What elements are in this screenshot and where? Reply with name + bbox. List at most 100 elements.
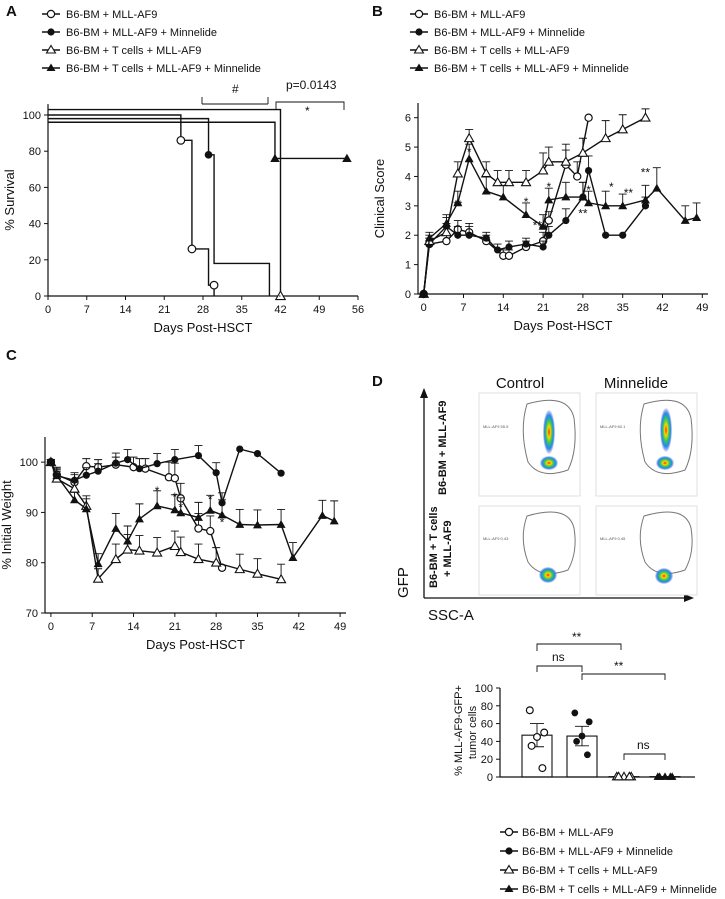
chart-d-ylabel-2: tumor cells xyxy=(467,705,479,759)
chart-c-point xyxy=(171,456,179,464)
chart-c-point xyxy=(133,545,145,555)
legend-b-item-2: B6-BM + MLL-AF9 + Minnelide xyxy=(410,27,585,39)
chart-a-p-bracket xyxy=(275,101,345,110)
chart-c-point xyxy=(170,505,180,514)
flow-col-minnelide: Minnelide xyxy=(604,375,668,392)
legend-a-item-1: B6-BM + MLL-AF9 xyxy=(42,9,157,21)
panel-label-b: B xyxy=(372,3,383,20)
chart-c-point xyxy=(152,501,162,510)
x-tick-label: 35 xyxy=(617,302,629,314)
legend-b-text-2: B6-BM + MLL-AF9 + Minnelide xyxy=(434,27,585,39)
chart-b-point xyxy=(419,289,429,298)
chart-c-point xyxy=(52,471,62,480)
chart-b-point xyxy=(543,156,555,166)
flow-row2-label-1: B6-BM + T cells xyxy=(428,506,440,588)
legend-a-text-4: B6-BM + T cells + MLL-AF9 + Minnelide xyxy=(66,63,261,75)
x-axis-label: Days Post-HSCT xyxy=(154,320,253,335)
chart-c-point xyxy=(112,459,120,467)
y-tick-label: 5 xyxy=(405,142,411,154)
chart-c-point xyxy=(194,452,203,460)
chart-d-group-4 xyxy=(649,772,681,780)
chart-b-sig-8: ** xyxy=(578,207,588,221)
x-tick-label: 7 xyxy=(89,621,95,633)
x-tick-label: 42 xyxy=(656,302,668,314)
chart-c-point xyxy=(134,514,144,523)
chart-b-sig-3: * xyxy=(524,195,529,209)
chart-c-point xyxy=(277,469,285,477)
y-tick-label: 1 xyxy=(405,260,411,272)
x-tick-label: 28 xyxy=(577,302,589,314)
chart-c-series-4 xyxy=(46,457,339,568)
y-tick-label: 0 xyxy=(405,289,411,301)
chart-b-point xyxy=(545,231,553,239)
legend-d-text-2: B6-BM + MLL-AF9 + Minnelide xyxy=(522,846,673,858)
legend-d-text-1: B6-BM + MLL-AF9 xyxy=(522,827,613,839)
chart-b-sig-1: * xyxy=(467,145,472,159)
chart-b-point xyxy=(584,166,593,175)
x-tick-label: 7 xyxy=(460,302,466,314)
flow-col-control: Control xyxy=(496,375,544,392)
flow-gfp-label: GFP xyxy=(395,567,412,598)
chart-b-sig-6: ** xyxy=(538,221,548,235)
chart-c-point xyxy=(329,516,339,525)
chart-a-point xyxy=(342,153,352,163)
chart-b-point xyxy=(480,167,492,178)
chart-c-point xyxy=(253,449,262,458)
y-tick-label: 100 xyxy=(23,110,41,122)
flow-gate-top-left: MLL-AF9 55.9 xyxy=(483,424,509,429)
chart-d-ylabel-1: % MLL-AF9-GFP+ xyxy=(453,685,465,776)
y-axis-label: % Survival xyxy=(2,169,17,231)
chart-c-point xyxy=(70,476,79,484)
chart-c-point xyxy=(93,559,103,568)
chart-a-hash: # xyxy=(232,82,239,96)
y-tick-label: 0 xyxy=(487,772,493,784)
chart-a-pvalue: p=0.0143 xyxy=(286,78,337,92)
chart-b-point xyxy=(498,192,508,201)
y-tick-label: 40 xyxy=(29,219,41,231)
legend-b-text-3: B6-BM + T cells + MLL-AF9 xyxy=(434,45,569,57)
chart-b-sig-4: ** xyxy=(533,218,543,232)
legend-b-item-3: B6-BM + T cells + MLL-AF9 xyxy=(410,44,569,57)
legend-b-text-4: B6-BM + T cells + MLL-AF9 + Minnelide xyxy=(434,63,629,75)
flow-gate-top-right: MLL-AF9 60.1 xyxy=(600,424,626,429)
chart-b-point xyxy=(424,233,434,242)
flow-gate-bottom-left: MLL-AF9 0.43 xyxy=(483,536,509,541)
chart-d-group-3 xyxy=(608,771,640,781)
flow-gate-bottom-right: MLL-AF9 0.45 xyxy=(600,536,626,541)
legend-a-item-3: B6-BM + T cells + MLL-AF9 xyxy=(42,44,201,57)
chart-b-line-3 xyxy=(422,117,646,295)
chart-c-point xyxy=(276,519,286,528)
chart-c-point xyxy=(288,553,298,562)
chart-d-point xyxy=(660,772,670,780)
chart-d-point xyxy=(655,772,664,780)
chart-d-point xyxy=(584,751,591,759)
flow-row2-label-2: + MLL-AF9 xyxy=(442,520,454,577)
chart-c-point xyxy=(206,526,215,536)
chart-d: 0 20 40 60 80 100 % MLL-AF9-GFP+ tumor cells xyxy=(453,683,695,784)
legend-a-item-4: B6-BM + T cells + MLL-AF9 + Minnelide xyxy=(42,63,261,75)
legend-b: B6-BM + MLL-AF9 B6-BM + MLL-AF9 + Minnel… xyxy=(410,9,629,75)
chart-a: 0 20 40 60 80 100 0 7 14 21 28 35 42 49 56 Days Post-HS… xyxy=(2,104,364,335)
chart-a-series-4 xyxy=(48,121,347,160)
chart-b-point xyxy=(652,183,662,192)
chart-b-series-4 xyxy=(419,143,702,298)
chart-c-sig-2: * xyxy=(173,490,178,504)
chart-b-sig-2: ** xyxy=(453,198,463,212)
chart-d-point xyxy=(585,718,593,726)
chart-d-point xyxy=(573,738,580,745)
chart-b-point xyxy=(494,246,502,254)
chart-a-point xyxy=(187,244,197,254)
chart-c-sig-3: * xyxy=(178,500,183,514)
chart-b-point xyxy=(600,132,612,143)
chart-b-point xyxy=(562,216,570,225)
chart-b-point xyxy=(602,231,610,239)
x-tick-label: 14 xyxy=(119,304,131,316)
x-tick-label: 28 xyxy=(197,304,209,316)
panel-label-d: D xyxy=(372,373,383,390)
chart-b-sig-5: * xyxy=(546,180,551,194)
chart-d-group-2 xyxy=(566,709,598,778)
chart-b-point xyxy=(492,176,504,187)
chart-b-sig-10: ** xyxy=(624,186,634,200)
chart-c-point xyxy=(122,544,134,554)
